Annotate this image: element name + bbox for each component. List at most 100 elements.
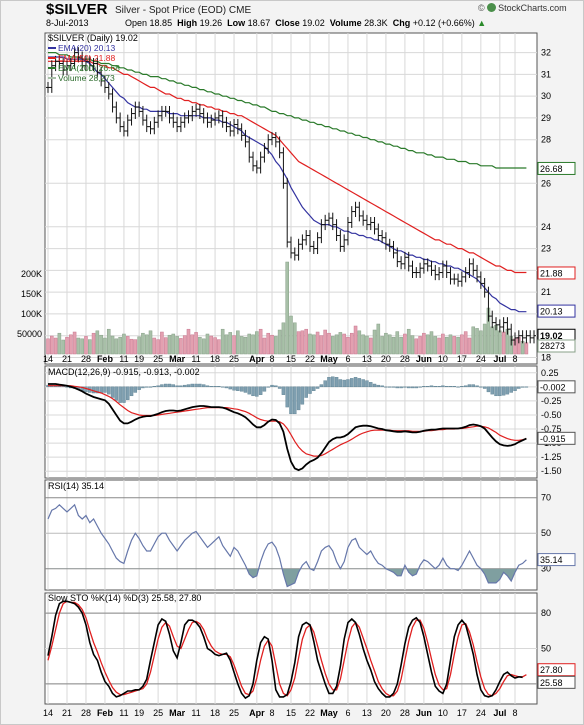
- macd-hist-bar-91: [391, 386, 396, 388]
- ohlc-bar-64: [289, 236, 293, 259]
- volume-bar-13: [95, 330, 100, 355]
- volume-bar-35: [179, 338, 183, 355]
- ohlc-bar-58: [266, 134, 271, 154]
- ohlc-bar-114: [478, 271, 483, 289]
- x-tick-bottom-5: 19: [134, 708, 144, 718]
- x-tick-top-25: 8: [513, 354, 518, 364]
- volume-bar-39: [194, 332, 198, 355]
- volume-bar-98: [418, 336, 422, 355]
- x-tick-bottom-6: 25: [153, 708, 163, 718]
- macd-hist-bar-104: [441, 385, 445, 388]
- y-tick-sto-1: 50: [541, 644, 551, 654]
- ohlc-bar-57: [262, 142, 267, 163]
- volume-bar-59: [270, 334, 274, 355]
- x-tick-bottom-21: 10: [438, 708, 448, 718]
- macd-last-tag-box-0: [537, 380, 576, 394]
- y-tick-sto-2: 80: [541, 608, 551, 618]
- macd-hist-bar-42: [205, 385, 210, 388]
- ohlc-bar-80: [349, 206, 354, 228]
- macd-line: [48, 383, 527, 472]
- macd-hist-bar-19: [118, 386, 122, 403]
- volume-bar-42: [205, 333, 210, 355]
- macd-hist-bar-32: [167, 383, 172, 388]
- ohlc-bar-74: [326, 212, 331, 226]
- ohlc-bar-14: [99, 66, 104, 87]
- volume-bar-41: [201, 338, 206, 355]
- ohlc-bar-106: [448, 267, 453, 285]
- ohlc-bar-117: [490, 310, 495, 329]
- ohlc-bar-66: [296, 238, 301, 261]
- ohlc-bar-71: [315, 232, 320, 255]
- macd-last-tag-0: -0.002: [540, 382, 566, 392]
- ohlc-bar-38: [190, 105, 195, 122]
- ohlc-bar-46: [220, 110, 225, 128]
- ohlc-bar-65: [292, 247, 297, 261]
- x-tick-bottom-25: 8: [513, 708, 518, 718]
- ohlc-bar-79: [345, 217, 350, 246]
- macd-hist-bar-114: [479, 386, 483, 388]
- macd-hist-bar-97: [414, 386, 419, 389]
- low-value: 18.67: [247, 18, 271, 28]
- x-tick-bottom-14: 22: [305, 708, 315, 718]
- volume-bar-26: [144, 334, 149, 355]
- volume-bar-100: [425, 334, 430, 355]
- volume-bar-24: [137, 336, 141, 355]
- ohlc-bar-109: [459, 271, 464, 287]
- ohlc-bar-125: [520, 330, 525, 344]
- ohlc-bar-77: [338, 230, 343, 252]
- ohlc-bar-93: [399, 256, 404, 270]
- volume-bar-97: [414, 338, 419, 355]
- price-panel-title: $SILVER (Daily) 19.02: [48, 33, 138, 43]
- macd-hist-bar-16: [107, 386, 111, 395]
- volume-bar-91: [391, 336, 396, 355]
- ohlc-bar-98: [418, 262, 423, 278]
- y-tick-macd-6: -1.25: [541, 452, 562, 462]
- volume-bar-32: [167, 334, 172, 355]
- macd-hist-bar-72: [319, 384, 324, 388]
- brand-logo: © StockCharts.com: [478, 3, 567, 13]
- volume-bar-30: [160, 331, 164, 355]
- volume-bar-9: [80, 338, 84, 355]
- high-value: 19.26: [199, 18, 223, 28]
- volume-bar-66: [296, 331, 301, 355]
- ohlc-bar-84: [364, 214, 369, 231]
- macd-hist-bar-120: [501, 386, 506, 396]
- ohlc-bar-27: [148, 121, 153, 135]
- macd-hist-bar-56: [258, 386, 263, 395]
- x-tick-bottom-9: 18: [210, 708, 220, 718]
- x-tick-bottom-22: 17: [457, 708, 467, 718]
- ohlc-bar-113: [475, 264, 480, 283]
- volume-bar-58: [266, 332, 270, 355]
- rsi-panel-title: RSI(14) 35.14: [48, 481, 104, 491]
- macd-hist-bar-29: [156, 385, 160, 388]
- ohlc-bar-91: [391, 240, 396, 259]
- macd-hist-bar-68: [304, 386, 308, 398]
- macd-hist-bar-126: [524, 386, 529, 388]
- ohlc-bar-42: [205, 112, 210, 128]
- ohlc-bar-72: [319, 219, 324, 244]
- macd-hist-bar-78: [342, 379, 346, 388]
- x-tick-bottom-1: 21: [62, 708, 72, 718]
- volume-bar-5: [65, 336, 69, 355]
- ohlc-bar-108: [456, 273, 461, 287]
- ohlc-bar-102: [433, 264, 438, 281]
- x-tick-bottom-19: 28: [400, 708, 410, 718]
- ohlc-bar-55: [254, 160, 259, 174]
- ohlc-bar-23: [133, 101, 138, 120]
- volume-label: Volume: [329, 18, 362, 28]
- macd-hist-bar-53: [247, 386, 251, 395]
- legend-entry-1: EMA(50) 21.88: [58, 53, 115, 63]
- macd-hist-bar-66: [296, 386, 301, 411]
- y-tick-price-5: 23: [541, 244, 551, 254]
- ohlc-bar-110: [463, 267, 468, 283]
- rsi-last-tag-box: [537, 553, 576, 567]
- macd-hist-bar-82: [357, 378, 362, 388]
- ohlc-bar-50: [235, 119, 240, 135]
- y-tick-price-10: 30: [541, 91, 551, 101]
- ohlc-bar-121: [505, 317, 510, 335]
- volume-bar-75: [330, 336, 335, 355]
- volume-bar-71: [315, 331, 320, 355]
- macd-hist-bar-118: [494, 386, 498, 397]
- ohlc-bar-59: [270, 132, 275, 146]
